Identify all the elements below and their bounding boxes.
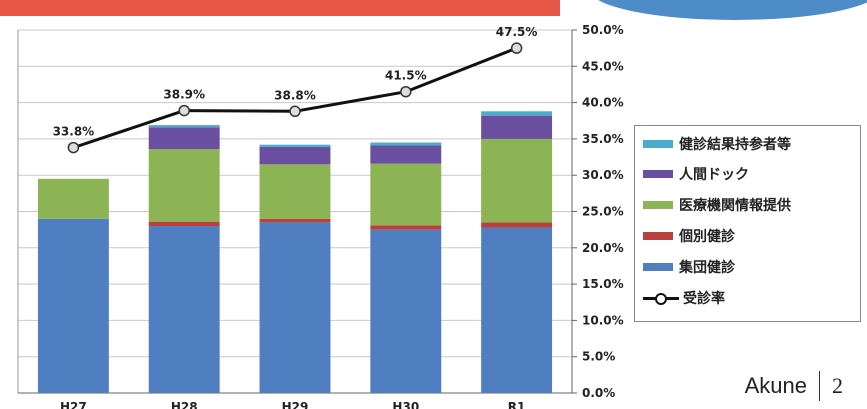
legend-item-shudan: 集団健診 <box>643 257 735 277</box>
legend-line-swatch <box>643 292 679 305</box>
bar-segment <box>370 142 442 146</box>
bar-segment <box>148 221 220 227</box>
decorative-blue-shape <box>590 0 867 20</box>
legend-item-kenshin-kekka: 健診結果持参者等 <box>643 134 791 154</box>
x-tick-label: H29 <box>282 400 309 409</box>
page-number: 2 <box>832 373 843 398</box>
bar-segment <box>148 226 220 393</box>
y-tick-label: 20.0% <box>582 241 624 255</box>
bar-segment <box>148 149 220 222</box>
line-point <box>178 104 190 117</box>
y-tick-label: 5.0% <box>582 350 615 364</box>
x-tick-label: H30 <box>392 400 419 409</box>
x-tick-label: H28 <box>171 400 198 409</box>
bar-segment <box>370 225 442 230</box>
line-segment <box>405 46 518 94</box>
data-label: 38.8% <box>274 88 316 102</box>
legend-swatch <box>643 170 673 178</box>
bar-segment <box>481 138 553 223</box>
y-tick-label: 10.0% <box>582 313 624 327</box>
data-label: 47.5% <box>496 25 538 39</box>
title-strip <box>0 0 560 16</box>
bar-segment <box>481 222 553 228</box>
line-point <box>510 42 523 54</box>
legend-swatch <box>643 232 673 240</box>
bar-segment <box>481 111 553 116</box>
bar-segment <box>259 218 331 223</box>
y-tick-label: 15.0% <box>582 277 624 291</box>
y-tick-label: 50.0% <box>582 23 624 37</box>
legend-swatch <box>643 263 673 271</box>
legend-item-kobetsu: 個別健診 <box>643 226 735 246</box>
legend-label: 受診率 <box>683 291 725 307</box>
y-tick-label: 40.0% <box>582 96 624 110</box>
y-tick-label: 45.0% <box>582 59 624 73</box>
bar-segment <box>259 222 331 393</box>
legend-item-jushinritsu: 受診率 <box>643 288 725 308</box>
bar-segment <box>481 227 553 393</box>
y-tick-label: 35.0% <box>582 132 624 146</box>
bar-segment <box>259 164 331 219</box>
bar-segment <box>259 144 331 147</box>
legend: 健診結果持参者等 人間ドック 医療機関情報提供 個別健診 集団健診 受診率 <box>634 125 861 322</box>
legend-label: 集団健診 <box>679 260 735 276</box>
legend-swatch <box>643 201 673 209</box>
line-point <box>289 105 301 118</box>
footer-separator <box>819 371 820 401</box>
legend-label: 医療機関情報提供 <box>679 198 791 214</box>
line-segment <box>72 109 185 150</box>
bar-segment <box>370 229 442 393</box>
data-label: 33.8% <box>53 125 95 139</box>
bar-segment <box>148 127 220 150</box>
legend-label: 個別健診 <box>679 229 735 245</box>
bar-segment <box>370 163 442 226</box>
y-tick-label: 30.0% <box>582 168 624 182</box>
line-segment <box>294 90 407 113</box>
bar-segment <box>37 218 109 393</box>
x-tick-label: H27 <box>60 400 87 409</box>
bar-segment <box>148 125 220 128</box>
bar-segment <box>481 115 553 139</box>
line-segment <box>184 109 296 113</box>
bar-segment <box>37 178 109 219</box>
legend-label: 健診結果持参者等 <box>679 137 791 153</box>
y-tick-label: 25.0% <box>582 205 624 219</box>
legend-label: 人間ドック <box>679 167 749 183</box>
bar-segment <box>259 146 331 165</box>
footer-author: Akune <box>744 373 807 398</box>
x-tick-label: R1 <box>508 400 526 409</box>
data-label: 41.5% <box>385 69 427 83</box>
legend-swatch <box>643 140 673 148</box>
line-point <box>400 85 412 98</box>
data-label: 38.9% <box>163 88 205 102</box>
legend-item-ningen-dock: 人間ドック <box>643 164 749 184</box>
bar-segment <box>370 145 442 164</box>
slide-footer: Akune 2 <box>745 371 843 401</box>
line-point <box>67 141 80 154</box>
y-tick-label: 0.0% <box>582 386 615 400</box>
legend-item-iryo-kikan: 医療機関情報提供 <box>643 195 791 215</box>
